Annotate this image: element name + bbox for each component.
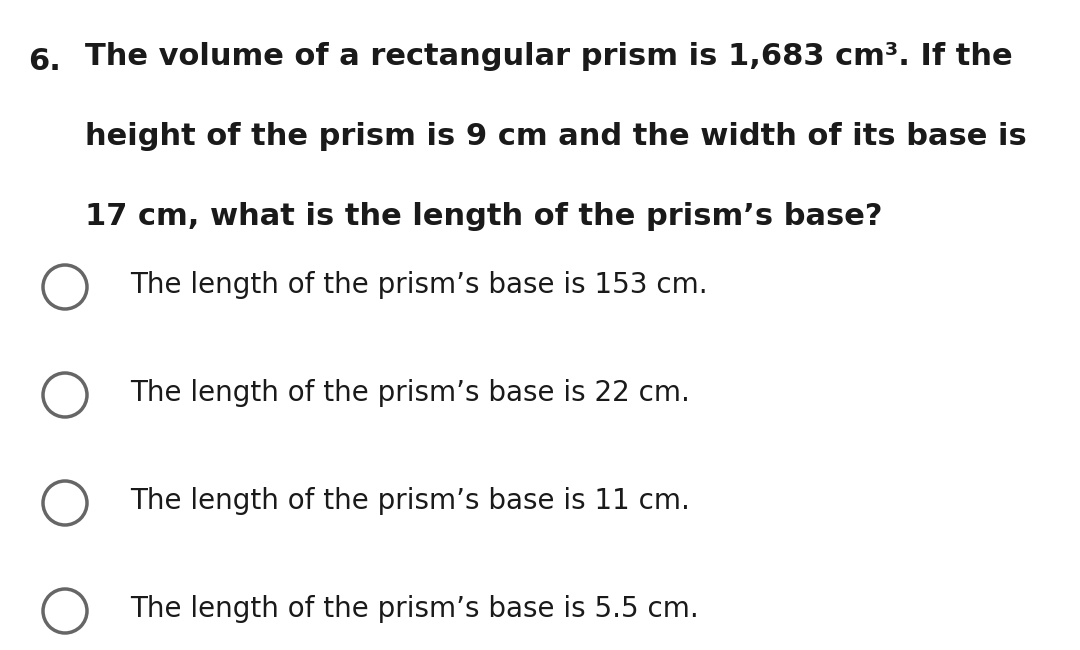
Text: 17 cm, what is the length of the prism’s base?: 17 cm, what is the length of the prism’s…	[85, 202, 882, 231]
Text: The length of the prism’s base is 5.5 cm.: The length of the prism’s base is 5.5 cm…	[130, 595, 699, 623]
Text: 6.: 6.	[28, 47, 60, 76]
Text: height of the prism is 9 cm and the width of its base is: height of the prism is 9 cm and the widt…	[85, 122, 1027, 151]
Text: The length of the prism’s base is 22 cm.: The length of the prism’s base is 22 cm.	[130, 379, 690, 407]
Text: The length of the prism’s base is 153 cm.: The length of the prism’s base is 153 cm…	[130, 271, 707, 299]
Text: The volume of a rectangular prism is 1,683 cm³. If the: The volume of a rectangular prism is 1,6…	[85, 42, 1013, 71]
Text: The length of the prism’s base is 11 cm.: The length of the prism’s base is 11 cm.	[130, 487, 690, 515]
